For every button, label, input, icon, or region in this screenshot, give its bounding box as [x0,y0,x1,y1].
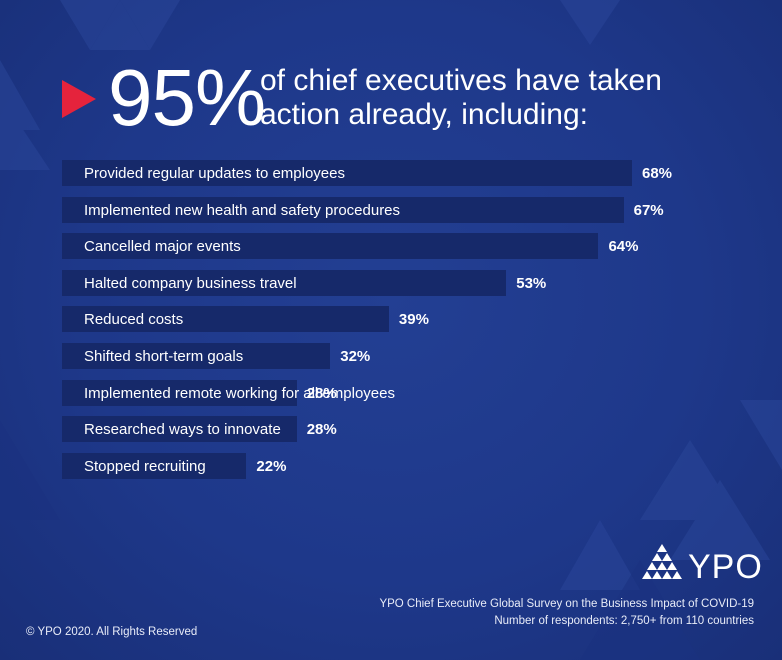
bar-label: Provided regular updates to employees [84,165,345,182]
headline-percent: 95% [108,53,266,142]
bar [62,160,632,186]
source-line-2: Number of respondents: 2,750+ from 110 c… [494,615,754,627]
bar-label: Implemented remote working for all emplo… [84,384,395,402]
bar-value-label: 53% [516,274,547,292]
bar-label: Cancelled major events [84,238,241,256]
bar-value-label: 68% [642,165,673,182]
bar-value-label: 64% [608,238,639,256]
bar-value-label: 22% [256,457,287,475]
copyright: © YPO 2020. All Rights Reserved [26,626,198,638]
bar-chart: Provided regular updates to employees 68%… [62,160,762,490]
logo-text: YPO [688,548,763,586]
headline-text: of chief executives have taken action al… [260,64,662,131]
source-line-1: YPO Chief Executive Global Survey on the… [379,598,754,610]
bar-label: Reduced costs [84,311,184,329]
bar-label: Shifted short-term goals [84,348,244,365]
bar [62,452,247,479]
play-arrow-icon [62,80,96,118]
bar-label: Implemented new health and safety proced… [84,201,401,219]
bar-value-label: 28% [306,421,337,439]
bar-value-label: 39% [398,311,429,329]
bar-value-label: 28% [306,384,337,402]
bar [62,343,331,369]
bar [62,233,599,260]
ypo-triangle-logo-icon [642,544,682,579]
bar [62,379,297,406]
bar-label: Stopped recruiting [84,457,206,475]
bar-value-label: 67% [633,201,664,219]
bar-value-label: 32% [340,348,371,365]
bar [62,306,389,333]
bar-label: Halted company business travel [84,274,297,292]
bar [62,416,297,443]
bar-label: Researched ways to innovate [84,421,281,439]
bar [62,269,507,296]
bar [62,196,624,223]
ypo-logo: YPO [640,542,763,592]
headline: 95% of chief executives have taken actio… [62,53,762,142]
